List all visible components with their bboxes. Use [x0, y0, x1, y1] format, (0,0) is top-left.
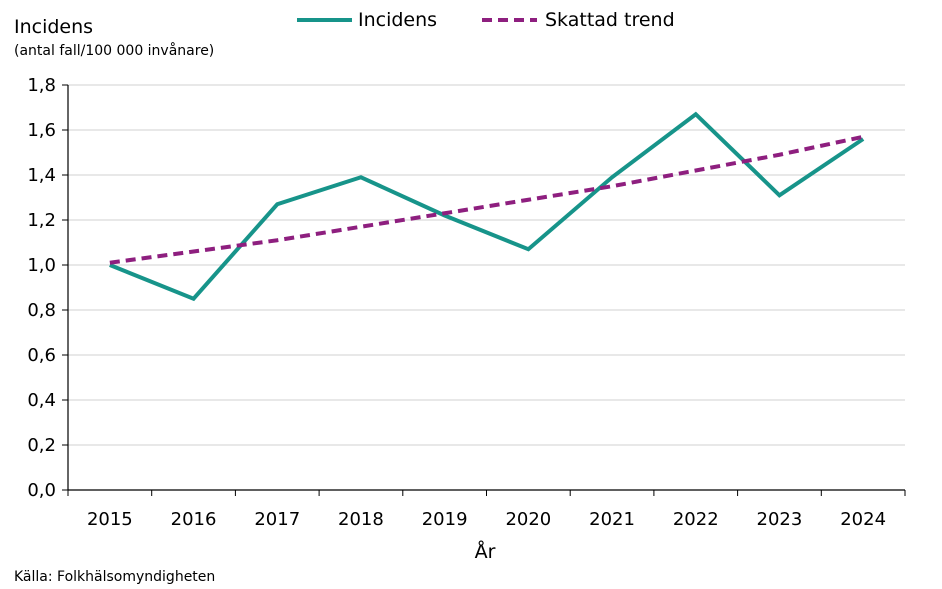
x-tick-label: 2016: [171, 509, 217, 530]
data-point-incidens: [779, 195, 780, 196]
y-tick-label: 1,6: [27, 120, 56, 141]
data-point-incidens: [528, 249, 529, 250]
x-tick-label: 2017: [254, 509, 300, 530]
y-tick-label: 0,6: [27, 345, 56, 366]
y-tick-label: 1,4: [27, 165, 56, 186]
x-axis-title: År: [475, 540, 496, 563]
data-point-trend: [444, 213, 445, 214]
y-axis-unit: (antal fall/100 000 invånare): [14, 42, 214, 59]
data-point-trend: [779, 154, 780, 155]
x-tick-label: 2020: [505, 509, 551, 530]
data-point-trend: [863, 136, 864, 137]
y-axis-title: Incidens: [14, 16, 93, 38]
series-line-trend: [109, 134, 864, 265]
data-point-trend: [695, 170, 696, 171]
data-point-trend: [528, 199, 529, 200]
x-tick-label: 2019: [422, 509, 468, 530]
x-tick-label: 2024: [840, 509, 886, 530]
y-tick-label: 0,4: [27, 390, 56, 411]
legend-label-trend: Skattad trend: [545, 9, 675, 31]
y-tick-label: 0,8: [27, 300, 56, 321]
y-tick-label: 0,0: [27, 480, 56, 501]
data-point-trend: [109, 262, 110, 263]
y-tick-label: 0,2: [27, 435, 56, 456]
data-point-incidens: [193, 298, 194, 299]
legend: Incidens Skattad trend: [297, 9, 675, 31]
data-point-trend: [612, 186, 613, 187]
data-point-incidens: [695, 114, 696, 115]
data-point-incidens: [863, 139, 864, 140]
source-note: Källa: Folkhälsomyndigheten: [14, 569, 215, 585]
series-line-incidens: [109, 111, 865, 302]
x-tick-label: 2018: [338, 509, 384, 530]
x-tick-label: 2015: [87, 509, 133, 530]
x-tick-label: 2021: [589, 509, 635, 530]
data-point-trend: [360, 226, 361, 227]
data-point-trend: [277, 240, 278, 241]
y-tick-label: 1,8: [27, 75, 56, 96]
data-point-incidens: [612, 177, 613, 178]
data-point-incidens: [360, 177, 361, 178]
data-point-incidens: [277, 204, 278, 205]
y-tick-label: 1,0: [27, 255, 56, 276]
data-point-trend: [193, 251, 194, 252]
x-tick-label: 2022: [673, 509, 719, 530]
x-tick-label: 2023: [757, 509, 803, 530]
y-tick-label: 1,2: [27, 210, 56, 231]
legend-label-incidens: Incidens: [358, 9, 437, 31]
